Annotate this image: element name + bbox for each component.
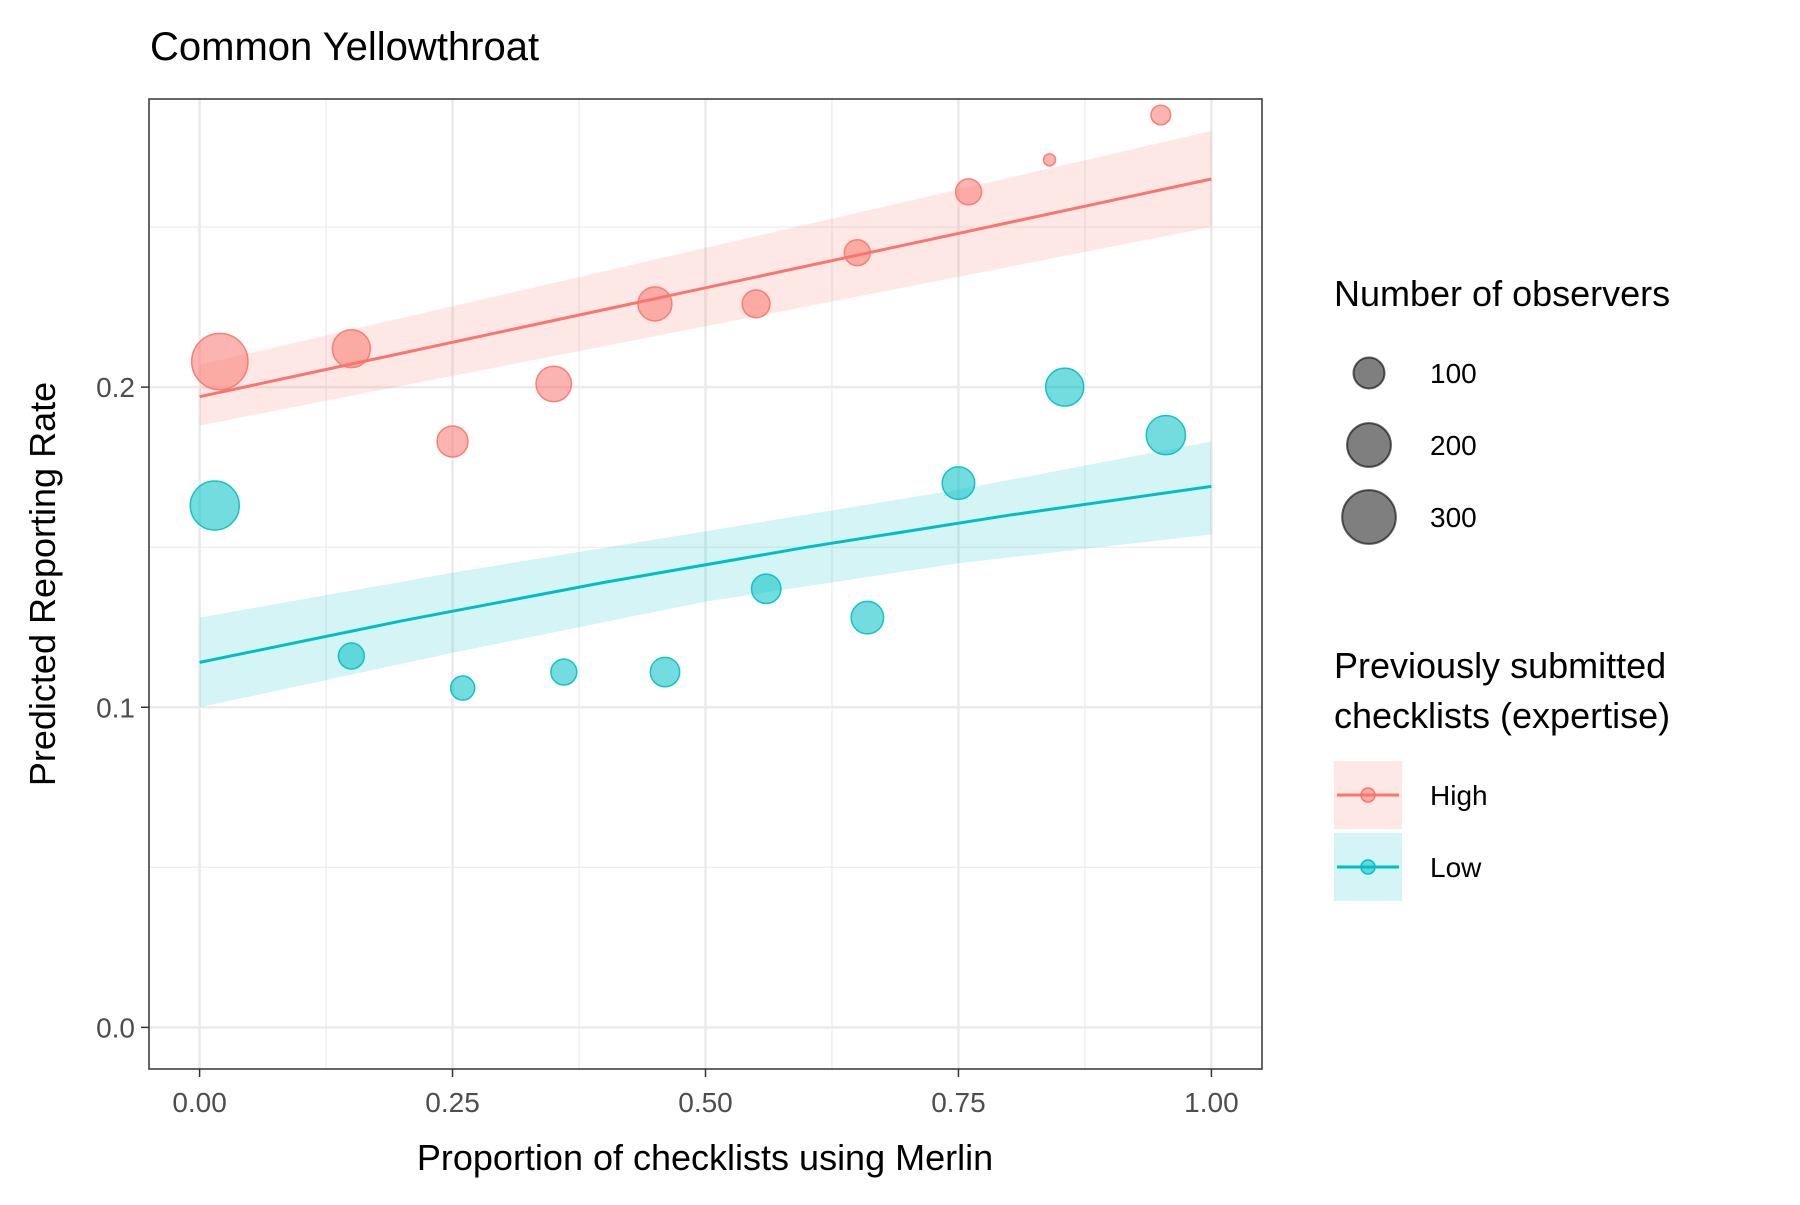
y-tick-label: 0.2	[96, 372, 135, 403]
data-point-high	[190, 332, 249, 391]
x-tick-label: 0.75	[931, 1087, 986, 1118]
color-legend-label: Low	[1430, 852, 1482, 883]
data-point-low	[941, 466, 976, 501]
trend-line-high	[199, 177, 1212, 399]
x-tick-label: 0.50	[678, 1087, 733, 1118]
data-point-high	[1042, 153, 1057, 167]
color-legend-title-line-2: checklists (expertise)	[1334, 695, 1670, 736]
data-point-high	[954, 178, 983, 206]
legend: Number of observers 100 200 300 Previously s…	[1334, 273, 1670, 901]
y-tick-label: 0.0	[96, 1012, 135, 1043]
x-axis: 0.00 0.25 0.50 0.75 1.00	[172, 1069, 1239, 1118]
size-legend-label: 100	[1430, 358, 1477, 389]
y-tick-label: 0.1	[96, 692, 135, 723]
x-tick-label: 1.00	[1184, 1087, 1239, 1118]
x-tick-label: 0.00	[172, 1087, 227, 1118]
confidence-ribbon-low	[199, 441, 1212, 708]
data-point-high	[843, 238, 871, 267]
size-legend-key	[1352, 356, 1386, 390]
color-legend-key-point	[1360, 859, 1376, 875]
trend-line-low	[199, 484, 1212, 664]
size-legend-title: Number of observers	[1334, 273, 1670, 314]
color-legend-title-line-1: Previously submitted	[1334, 645, 1666, 686]
size-legend-label: 300	[1430, 502, 1477, 533]
ribbon-layer	[199, 131, 1212, 708]
y-axis: 0.0 0.1 0.2	[96, 372, 149, 1043]
size-legend-key	[1346, 422, 1392, 468]
data-point-low	[449, 675, 476, 701]
data-point-low	[189, 480, 241, 531]
color-legend-key-point	[1360, 787, 1376, 803]
data-point-high	[436, 425, 469, 458]
data-point-low	[550, 658, 578, 686]
x-axis-label: Proportion of checklists using Merlin	[417, 1137, 993, 1178]
trend-layer	[199, 177, 1212, 664]
data-point-low	[1044, 367, 1085, 407]
data-point-high	[535, 365, 573, 403]
y-axis-label: Predicted Reporting Rate	[22, 382, 63, 786]
x-tick-label: 0.25	[425, 1087, 480, 1118]
data-point-low	[1145, 414, 1187, 456]
chart-title: Common Yellowthroat	[150, 25, 539, 69]
data-point-low	[750, 573, 782, 605]
point-layer	[189, 104, 1187, 701]
confidence-ribbon-high	[199, 131, 1212, 426]
data-point-high	[1150, 104, 1172, 126]
data-point-high	[331, 328, 372, 369]
data-point-high	[741, 289, 771, 319]
data-point-high	[637, 286, 673, 322]
data-point-low	[850, 600, 885, 635]
color-legend-label: High	[1430, 780, 1488, 811]
size-legend-key	[1341, 489, 1397, 545]
data-point-low	[337, 642, 366, 670]
data-point-low	[649, 656, 681, 688]
size-legend-label: 200	[1430, 430, 1477, 461]
